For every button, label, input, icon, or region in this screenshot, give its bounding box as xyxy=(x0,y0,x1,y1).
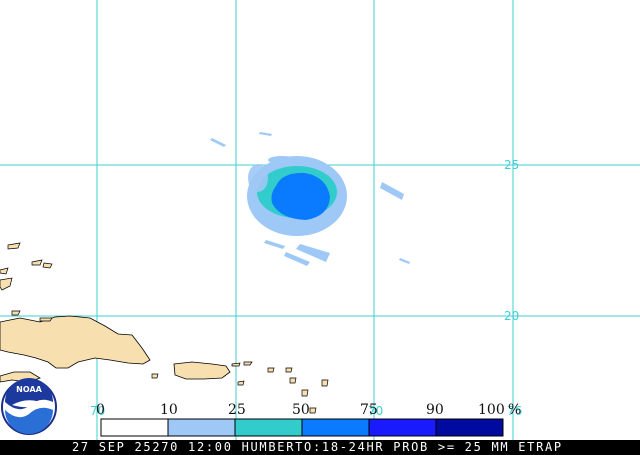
tortuga-islet xyxy=(39,317,53,322)
prob-10-25-streak xyxy=(264,240,285,249)
legend-colorbar xyxy=(100,418,504,437)
logo-upper-field xyxy=(5,378,53,410)
bahamas-islet xyxy=(7,242,21,250)
legend-bin-0-10 xyxy=(100,418,169,437)
prob-10-25-band-west xyxy=(248,164,268,192)
bahamas-islet xyxy=(42,262,53,269)
logo-text: NOAA xyxy=(16,385,42,394)
legend-bin-90-100 xyxy=(435,418,504,437)
land-masses xyxy=(0,242,329,414)
noaa-logo: NOAA xyxy=(1,378,57,435)
lesser-antilles-islet xyxy=(267,367,275,373)
hispaniola-land xyxy=(0,315,151,369)
lesser-antilles-islet xyxy=(289,377,297,384)
longitude-label: 70 xyxy=(368,404,383,418)
prob-10-25-streak xyxy=(259,132,272,136)
legend-bin-50-75 xyxy=(301,418,370,437)
virgin-islands-islet xyxy=(237,380,245,386)
virgin-islands-islet xyxy=(231,362,241,367)
bahamas-islet xyxy=(31,259,43,266)
prob-10-25-streak xyxy=(284,252,310,266)
virgin-islands-islet xyxy=(243,361,253,366)
legend-label: 25 xyxy=(228,402,246,418)
logo-lower-field xyxy=(5,407,53,434)
bahamas-islet xyxy=(0,277,13,291)
islet xyxy=(151,373,159,379)
prob-10-25-streak xyxy=(296,244,330,262)
legend-label: 10 xyxy=(160,402,178,418)
lesser-antilles-islet xyxy=(309,407,317,414)
legend-label: 100 xyxy=(478,402,505,418)
lesser-antilles-islet xyxy=(301,389,309,397)
bahamas-islet xyxy=(0,267,9,275)
lesser-antilles-islet xyxy=(321,379,329,387)
prob-10-25-top xyxy=(268,156,296,164)
turks-islet xyxy=(11,310,21,316)
latitude-label-25: 25 xyxy=(504,158,519,172)
legend-label: 90 xyxy=(426,402,444,418)
prob-10-25-streak xyxy=(210,138,226,147)
longitude-label: 70 xyxy=(90,404,105,418)
prob-10-25-streak xyxy=(380,182,404,200)
legend-label: 50 xyxy=(292,402,310,418)
prob-10-25-streak xyxy=(399,258,410,264)
prob-50-75-area xyxy=(271,172,330,220)
legend-label: 0 xyxy=(96,402,105,418)
legend-bin-25-50 xyxy=(234,418,303,437)
puerto-rico-land xyxy=(173,361,231,380)
legend-bin-10-25 xyxy=(167,418,236,437)
lesser-antilles-islet xyxy=(285,367,293,373)
legend-labels: 0 10 25 50 75 90 100 % xyxy=(96,402,521,418)
longitude-label: 76 xyxy=(507,404,522,418)
legend-label-percent: % xyxy=(508,402,521,418)
legend-bin-75-90 xyxy=(368,418,437,437)
probability-contours xyxy=(210,132,410,266)
logo-bird-icon xyxy=(12,400,46,408)
status-bar: 27 SEP 25270 12:00 HUMBERTO:18-24HR PROB… xyxy=(0,440,640,455)
latitude-label-20: 20 xyxy=(504,309,519,323)
legend-label: 75 xyxy=(360,402,378,418)
